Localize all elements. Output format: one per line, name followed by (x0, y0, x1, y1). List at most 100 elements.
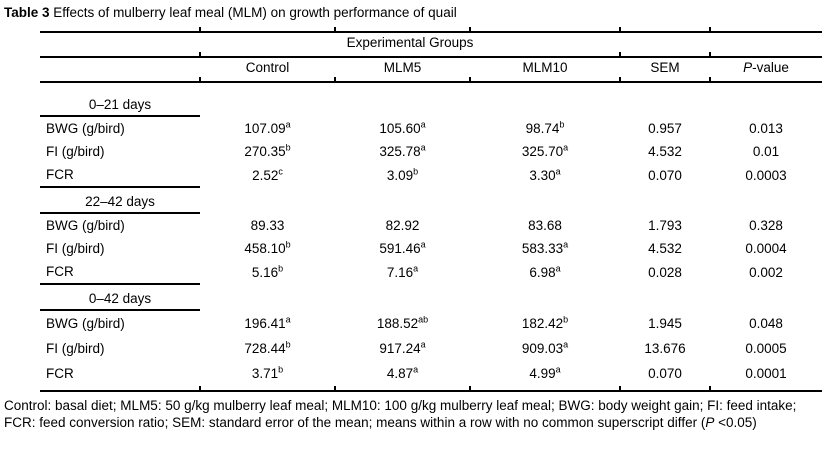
value-text: 591.46 (379, 241, 421, 256)
pvalue-cell: 0.0003 (710, 163, 822, 187)
column-header-row: Control MLM5 MLM10 SEM P-value (40, 57, 822, 77)
value-text: 107.09 (244, 120, 286, 136)
value-text: 13.676 (644, 341, 686, 356)
value-text: 0.070 (648, 366, 682, 381)
row-label-cell: FCR (46, 167, 74, 182)
rule-cell (199, 52, 620, 58)
data-row-bwg-22-42: BWG (g/bird) 89.33 82.92 83.68 1.793 0.3… (40, 213, 822, 237)
column-header-sem: SEM (650, 60, 680, 75)
superscript: a (413, 263, 419, 273)
sem-cell: 0.957 (620, 116, 710, 140)
value-text: 82.92 (385, 217, 420, 233)
sem-cell: 1.945 (620, 310, 710, 336)
footnote-line-3-after: <0.05) (714, 415, 757, 430)
value-cell: 182.42b (470, 310, 620, 336)
pvalue-rest: -value (752, 60, 789, 75)
caption-text: Effects of mulberry leaf meal (MLM) on g… (49, 5, 457, 20)
superscript: a (555, 263, 561, 273)
data-row-fcr-0-21: FCR 2.52c 3.09b 3.30a 0.070 0.0003 (40, 163, 822, 187)
pvalue-cell: 0.013 (710, 116, 822, 140)
pvalue-cell: 0.002 (710, 260, 822, 284)
value-text: 0.070 (648, 167, 682, 183)
value-cell: 5.16b (200, 260, 335, 284)
footnote-line-3-before: with no common superscript differ ( (495, 415, 706, 430)
value-text: 325.78 (379, 144, 421, 159)
growth-performance-table: Experimental Groups Control MLM5 MLM10 S… (40, 27, 822, 392)
top-rule-row (40, 27, 822, 33)
footnote-line-2: weight gain; FI: feed intake; FCR: feed … (4, 398, 797, 430)
value-text: 5.16 (251, 264, 279, 280)
section-row-0-42-days: 0–42 days (40, 283, 822, 311)
section-empty-cell (200, 82, 822, 116)
value-text: 6.98 (529, 264, 556, 280)
bottom-rule-row (40, 386, 822, 392)
rule-cell (469, 77, 620, 83)
value-text: 0.0004 (745, 241, 787, 256)
pvalue-cell: 0.01 (710, 140, 822, 163)
value-cell: 3.71b (200, 361, 335, 386)
superscript: b (413, 166, 419, 176)
value-text: 83.68 (528, 217, 562, 233)
rule-cell (619, 77, 710, 83)
data-row-fcr-22-42: FCR 5.16b 7.16a 6.98a 0.028 0.002 (40, 260, 822, 284)
row-label-cell: BWG (g/bird) (46, 316, 125, 331)
row-label-cell: FI (g/bird) (46, 341, 105, 356)
value-cell: 188.52ab (335, 310, 470, 336)
value-text: 1.793 (648, 217, 682, 233)
rule-cell (334, 27, 470, 33)
sem-cell: 0.070 (620, 361, 710, 386)
value-text: 4.87 (386, 366, 414, 381)
data-row-bwg-0-21: BWG (g/bird) 107.09a 105.60a 98.74b 0.95… (40, 116, 822, 140)
footnote: Control: basal diet; MLM5: 50 g/kg mulbe… (0, 392, 831, 431)
superscript: a (563, 239, 569, 250)
row-label-cell: FI (g/bird) (46, 144, 105, 159)
rule-cell (709, 77, 822, 83)
value-cell: 325.70a (470, 140, 620, 163)
header-rule-row (40, 77, 822, 83)
column-header-mlm10: MLM10 (522, 60, 568, 75)
column-header-mlm5: MLM5 (383, 60, 422, 75)
data-row-fi-0-42: FI (g/bird) 728.44b 917.24a 909.03a 13.6… (40, 336, 822, 361)
footnote-line-1: Control: basal diet; MLM5: 50 g/kg mulbe… (4, 398, 628, 413)
table-caption: Table 3 Effects of mulberry leaf meal (M… (0, 0, 831, 27)
rule-cell (199, 77, 335, 83)
superscript: b (285, 239, 291, 250)
rule-cell (619, 386, 710, 392)
value-cell: 98.74b (470, 116, 620, 140)
superscript: a (285, 119, 291, 129)
spanner-empty-cell (710, 32, 822, 52)
rule-cell (334, 77, 470, 83)
row-label-cell: BWG (g/bird) (46, 218, 125, 233)
value-cell: 3.30a (470, 163, 620, 187)
superscript: a (420, 119, 426, 129)
rule-cell (40, 27, 200, 33)
value-text: 98.74 (525, 120, 560, 136)
value-text: 89.33 (250, 217, 285, 233)
rule-cell (199, 27, 335, 33)
value-text: 0.048 (749, 315, 783, 331)
value-text: 917.24 (379, 341, 421, 356)
data-row-fi-22-42: FI (g/bird) 458.10b 591.46a 583.33a 4.53… (40, 237, 822, 260)
value-text: 0.01 (752, 144, 780, 159)
value-text: 0.002 (749, 264, 783, 280)
superscript: b (285, 339, 291, 350)
sem-cell: 0.028 (620, 260, 710, 284)
superscript: b (285, 142, 291, 153)
superscript: a (420, 339, 426, 350)
data-row-fcr-0-42: FCR 3.71b 4.87a 4.99a 0.070 0.0001 (40, 361, 822, 386)
column-header-empty (40, 57, 200, 77)
superscript: c (278, 166, 283, 176)
value-cell: 89.33 (200, 213, 335, 237)
value-cell: 917.24a (335, 336, 470, 361)
value-cell: 2.52c (200, 163, 335, 187)
spanner-row: Experimental Groups (40, 32, 822, 52)
section-heading: 22–42 days (40, 186, 200, 214)
section-heading: 0–42 days (40, 283, 200, 311)
rule-cell (619, 52, 710, 58)
value-cell: 4.99a (470, 361, 620, 386)
rule-cell (199, 386, 335, 392)
value-text: 270.35 (244, 144, 286, 159)
superscript: ab (418, 314, 429, 324)
value-text: 3.30 (529, 167, 556, 183)
superscript: b (563, 314, 569, 324)
